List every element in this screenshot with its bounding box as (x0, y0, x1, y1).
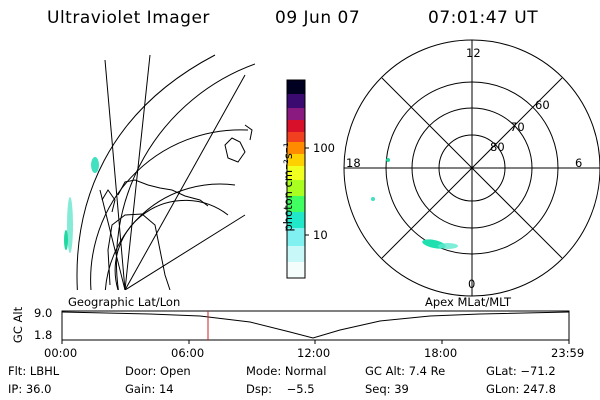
status-gain: Gain: 14 (125, 382, 174, 396)
colorbar (286, 79, 309, 279)
colorbar-unit-label: photon cm⁻²s⁻¹ (281, 142, 295, 232)
mlt-label-6: 6 (575, 156, 583, 170)
status-dsp: Dsp: −5.5 (246, 382, 315, 396)
mlt-label-18: 18 (346, 156, 361, 170)
apex-label: Apex MLat/MLT (425, 295, 512, 309)
altitude-plot (61, 310, 570, 344)
colorbar-tick-10: 10 (313, 228, 328, 242)
lat-arc-mid (90, 129, 249, 290)
alt-xtick-0000: 00:00 (44, 346, 78, 360)
mlt-label-0: 0 (468, 277, 476, 291)
header-time: 07:01:47 UT (428, 8, 539, 28)
alt-xtick-2359: 23:59 (551, 346, 585, 360)
status-seq: Seq: 39 (365, 382, 409, 396)
status-filter: Flt: LBHL (8, 364, 60, 378)
lat-label-70: 70 (510, 120, 525, 134)
alt-ylabel: GC Alt (11, 306, 25, 344)
alt-xtick-0600: 06:00 (171, 346, 205, 360)
app-title: Ultraviolet Imager (47, 8, 210, 28)
status-mode: Mode: Normal (246, 364, 327, 378)
status-glon: GLon: 247.8 (486, 382, 556, 396)
geographic-map (64, 54, 255, 290)
colorbar-tick-100: 100 (313, 141, 335, 155)
alt-ytick-top: 9.0 (34, 306, 53, 320)
header-date: 09 Jun 07 (275, 8, 361, 28)
status-door: Door: Open (125, 364, 191, 378)
polar-plot (343, 39, 600, 297)
lat-label-60: 60 (535, 98, 550, 112)
status-gc-alt: GC Alt: 7.4 Re (365, 364, 446, 378)
altitude-curve (61, 311, 570, 339)
status-glat: GLat: −71.2 (486, 364, 556, 378)
geographic-label: Geographic Lat/Lon (68, 295, 181, 309)
alt-xtick-1200: 12:00 (297, 346, 331, 360)
alt-xtick-1800: 18:00 (424, 346, 458, 360)
mlt-label-12: 12 (466, 46, 481, 60)
status-ip: IP: 36.0 (8, 382, 52, 396)
alt-ytick-bottom: 1.8 (34, 328, 53, 342)
lat-label-80: 80 (490, 140, 505, 154)
